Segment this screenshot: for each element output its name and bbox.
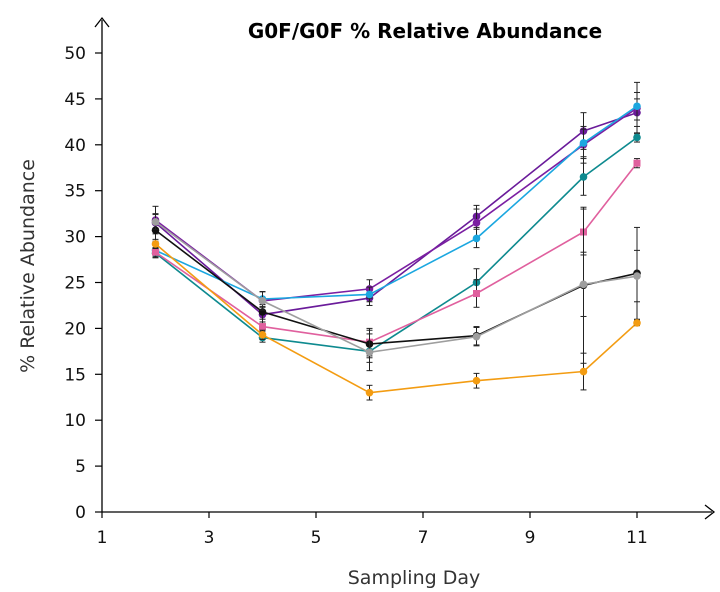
data-point — [473, 377, 481, 385]
series-layer — [152, 82, 641, 400]
series-line — [156, 230, 638, 344]
axes — [95, 18, 714, 519]
series-line — [156, 113, 638, 315]
series-2 — [152, 82, 641, 310]
data-point — [473, 235, 481, 243]
data-point — [473, 290, 480, 297]
y-tick-label: 40 — [64, 136, 86, 156]
data-point — [366, 291, 374, 299]
x-tick-label: 3 — [204, 528, 215, 548]
series-line — [156, 138, 638, 352]
data-point — [473, 219, 481, 227]
series-3 — [152, 92, 641, 306]
chart-title: G0F/G0F % Relative Abundance — [248, 19, 602, 43]
y-axis-label: % Relative Abundance — [17, 159, 39, 373]
data-point — [473, 333, 481, 341]
series-8 — [152, 239, 641, 400]
data-point — [580, 368, 588, 376]
y-tick-label: 35 — [64, 182, 86, 202]
y-tick-label: 5 — [75, 457, 86, 477]
x-tick-label: 11 — [626, 528, 648, 548]
data-point — [633, 102, 641, 110]
series-line — [156, 222, 638, 352]
series-5 — [152, 159, 641, 356]
series-7 — [152, 215, 641, 371]
y-tick-label: 20 — [64, 319, 86, 339]
series-1 — [152, 99, 641, 322]
data-point — [259, 323, 266, 330]
data-point — [580, 139, 588, 147]
series-line — [156, 163, 638, 342]
x-tick-label: 7 — [418, 528, 429, 548]
data-point — [366, 348, 374, 356]
y-tick-label: 30 — [64, 228, 86, 248]
data-point — [580, 173, 588, 181]
series-4 — [152, 133, 641, 363]
y-tick-label: 0 — [75, 503, 86, 523]
data-point — [259, 297, 267, 305]
data-point — [634, 160, 641, 167]
data-point — [580, 281, 588, 289]
x-tick-label: 5 — [311, 528, 322, 548]
y-tick-label: 25 — [64, 274, 86, 294]
y-tick-label: 15 — [64, 365, 86, 385]
series-line — [156, 106, 638, 299]
y-tick-label: 50 — [64, 44, 86, 64]
data-point — [633, 272, 641, 280]
y-tick-label: 10 — [64, 411, 86, 431]
data-point — [152, 218, 160, 226]
y-tick-label: 45 — [64, 90, 86, 110]
series-6 — [152, 207, 641, 363]
x-tick-label: 9 — [525, 528, 536, 548]
series-line — [156, 244, 638, 393]
data-point — [152, 249, 159, 256]
data-point — [633, 134, 641, 142]
x-tick-label: 1 — [97, 528, 108, 548]
data-point — [259, 331, 267, 339]
data-point — [366, 389, 374, 397]
data-point — [152, 240, 160, 248]
series-line — [156, 108, 638, 301]
data-point — [633, 319, 641, 327]
x-axis-label: Sampling Day — [348, 567, 481, 589]
